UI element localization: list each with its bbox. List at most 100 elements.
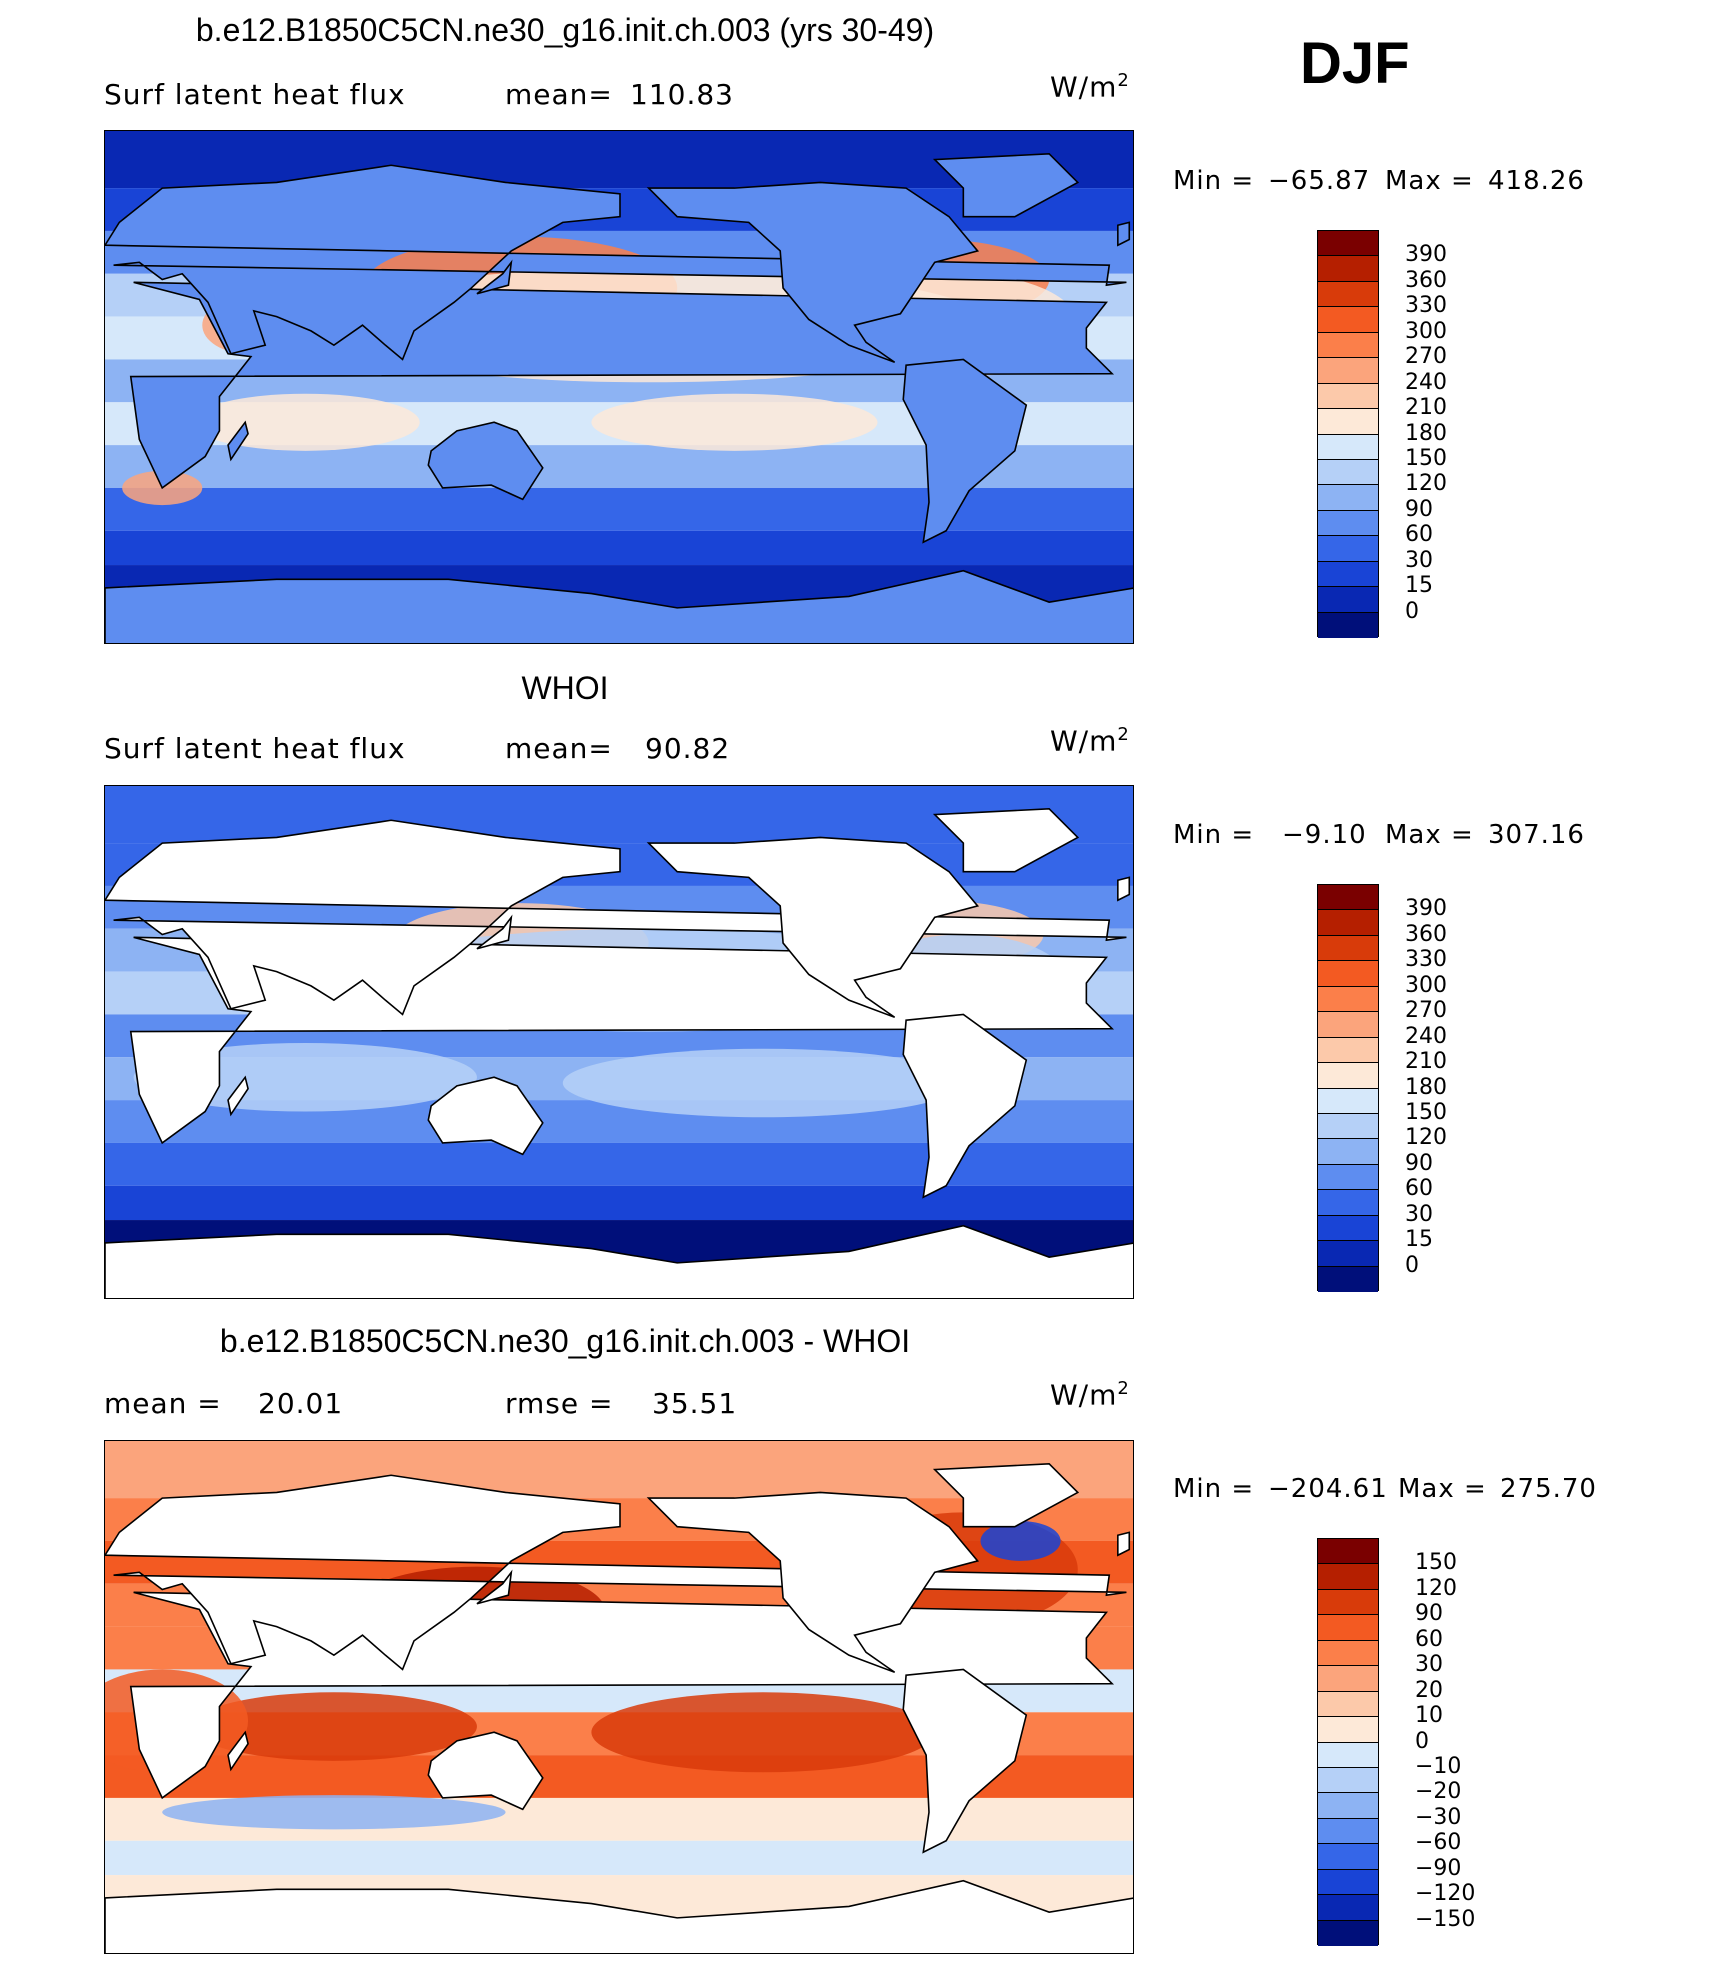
flux-anomaly-region bbox=[980, 1520, 1061, 1561]
colorbar-tick-label: −60 bbox=[1415, 1830, 1462, 1856]
colorbar-tick-label: 210 bbox=[1405, 1049, 1447, 1075]
colorbar-tick-label: −90 bbox=[1415, 1855, 1462, 1881]
coastline-australia bbox=[427, 1731, 544, 1811]
colorbar-swatch bbox=[1318, 1895, 1378, 1921]
colorbar-tick-label: 30 bbox=[1405, 1201, 1433, 1227]
panel-1-max-value: 418.26 bbox=[1488, 166, 1585, 196]
panel-3-units: W/m2 bbox=[1050, 1378, 1130, 1411]
colorbar-swatch bbox=[1318, 1564, 1378, 1590]
colorbar-swatch bbox=[1318, 281, 1378, 308]
panel-2-field-label: Surf latent heat flux bbox=[104, 732, 406, 765]
coastline-greatbritain bbox=[1117, 1531, 1131, 1557]
colorbar-tick-label: 330 bbox=[1405, 293, 1447, 319]
flux-anomaly-region bbox=[190, 1692, 477, 1761]
coastline-antarctica bbox=[105, 1224, 1133, 1298]
colorbar-swatch bbox=[1318, 536, 1378, 562]
ocean-band bbox=[105, 487, 1133, 531]
coastline-samerica bbox=[902, 1013, 1028, 1199]
flux-anomaly-region bbox=[190, 393, 420, 451]
colorbar-swatch bbox=[1318, 307, 1378, 333]
colorbar-tick-label: 90 bbox=[1405, 496, 1433, 522]
colorbar-swatch bbox=[1318, 332, 1378, 359]
colorbar-swatch bbox=[1318, 1063, 1378, 1089]
coastline-greenland bbox=[932, 808, 1080, 873]
colorbar-tick-label: 120 bbox=[1405, 471, 1447, 497]
coastline-madagascar bbox=[227, 1075, 249, 1117]
panel-2-max-value: 307.16 bbox=[1488, 820, 1585, 850]
colorbar-swatch bbox=[1318, 587, 1378, 613]
ocean-band bbox=[105, 530, 1133, 566]
coastline-australia bbox=[427, 421, 544, 501]
colorbar-swatch bbox=[1318, 1088, 1378, 1114]
panel-1-mean-label: mean= bbox=[505, 78, 613, 111]
colorbar-swatch bbox=[1318, 1666, 1378, 1692]
colorbar-swatch bbox=[1318, 1640, 1378, 1667]
coastline-antarctica bbox=[105, 569, 1133, 643]
colorbar-tick-label: 0 bbox=[1405, 1252, 1419, 1278]
colorbar-swatch bbox=[1318, 1920, 1378, 1946]
colorbar-swatch bbox=[1318, 1539, 1378, 1565]
coastline-greatbritain bbox=[1117, 876, 1131, 902]
colorbar-swatch bbox=[1318, 1139, 1378, 1165]
colorbar-swatch bbox=[1318, 434, 1378, 460]
coastline-antarctica bbox=[105, 1879, 1133, 1953]
panel-2-min-label: Min = bbox=[1173, 820, 1255, 850]
coastline-eurasia bbox=[105, 164, 1127, 361]
colorbar-swatch bbox=[1318, 1190, 1378, 1216]
coastline-greenland bbox=[932, 1463, 1080, 1528]
colorbar-tick-label: 150 bbox=[1405, 1099, 1447, 1125]
coastline-japan bbox=[476, 1569, 513, 1605]
panel-1-min-label: Min = bbox=[1173, 166, 1255, 196]
colorbar-tick-label: −120 bbox=[1415, 1881, 1476, 1907]
colorbar-swatch bbox=[1318, 256, 1378, 282]
panel-1-title: b.e12.B1850C5CN.ne30_g16.init.ch.003 (yr… bbox=[195, 12, 935, 48]
colorbar-swatch bbox=[1318, 1589, 1378, 1616]
colorbar-tick-label: 360 bbox=[1405, 921, 1447, 947]
colorbar-tick-label: 180 bbox=[1405, 420, 1447, 446]
colorbar-tick-label: 30 bbox=[1415, 1652, 1443, 1678]
coastline-namerica bbox=[646, 836, 980, 1019]
panel-1-colorbar bbox=[1317, 230, 1379, 638]
colorbar-swatch bbox=[1318, 612, 1378, 638]
colorbar-tick-label: 300 bbox=[1405, 972, 1447, 998]
panel-1-map bbox=[104, 130, 1134, 644]
colorbar-tick-label: 330 bbox=[1405, 947, 1447, 973]
coastline-namerica bbox=[646, 1491, 980, 1674]
colorbar-tick-label: 60 bbox=[1415, 1626, 1443, 1652]
colorbar-tick-label: 210 bbox=[1405, 395, 1447, 421]
colorbar-tick-label: 240 bbox=[1405, 369, 1447, 395]
colorbar-tick-label: 15 bbox=[1405, 1227, 1433, 1253]
colorbar-swatch bbox=[1318, 1767, 1378, 1794]
colorbar-swatch bbox=[1318, 561, 1378, 588]
colorbar-swatch bbox=[1318, 910, 1378, 936]
panel-3-min-label: Min = bbox=[1173, 1474, 1255, 1504]
colorbar-swatch bbox=[1318, 935, 1378, 962]
panel-3-mean-label: mean = bbox=[104, 1387, 222, 1420]
colorbar-tick-label: 90 bbox=[1415, 1601, 1443, 1627]
panel-1-max-label: Max = bbox=[1385, 166, 1474, 196]
panel-2-max-label: Max = bbox=[1385, 820, 1474, 850]
colorbar-swatch bbox=[1318, 383, 1378, 410]
coastline-japan bbox=[476, 914, 513, 950]
colorbar-swatch bbox=[1318, 1266, 1378, 1292]
colorbar-tick-label: 0 bbox=[1415, 1728, 1429, 1754]
panel-3-units-base: W/m bbox=[1050, 1378, 1118, 1412]
colorbar-swatch bbox=[1318, 1037, 1378, 1064]
colorbar-tick-label: −10 bbox=[1415, 1753, 1462, 1779]
panel-1-units-base: W/m bbox=[1050, 70, 1118, 104]
panel-2-units-exp: 2 bbox=[1117, 724, 1130, 745]
colorbar-tick-label: 390 bbox=[1405, 242, 1447, 268]
coastline-samerica bbox=[902, 1668, 1028, 1854]
panel-3-min-value: −204.61 bbox=[1268, 1474, 1388, 1504]
colorbar-swatch bbox=[1318, 986, 1378, 1013]
colorbar-tick-label: 150 bbox=[1405, 445, 1447, 471]
coastline-eurasia bbox=[105, 819, 1127, 1016]
colorbar-swatch bbox=[1318, 885, 1378, 911]
colorbar-swatch bbox=[1318, 358, 1378, 384]
colorbar-tick-label: −20 bbox=[1415, 1779, 1462, 1805]
coastline-greenland bbox=[932, 153, 1080, 218]
panel-3-units-exp: 2 bbox=[1117, 1378, 1130, 1399]
panel-2-map bbox=[104, 785, 1134, 1299]
colorbar-tick-label: −150 bbox=[1415, 1906, 1476, 1932]
ocean-band bbox=[105, 1185, 1133, 1221]
